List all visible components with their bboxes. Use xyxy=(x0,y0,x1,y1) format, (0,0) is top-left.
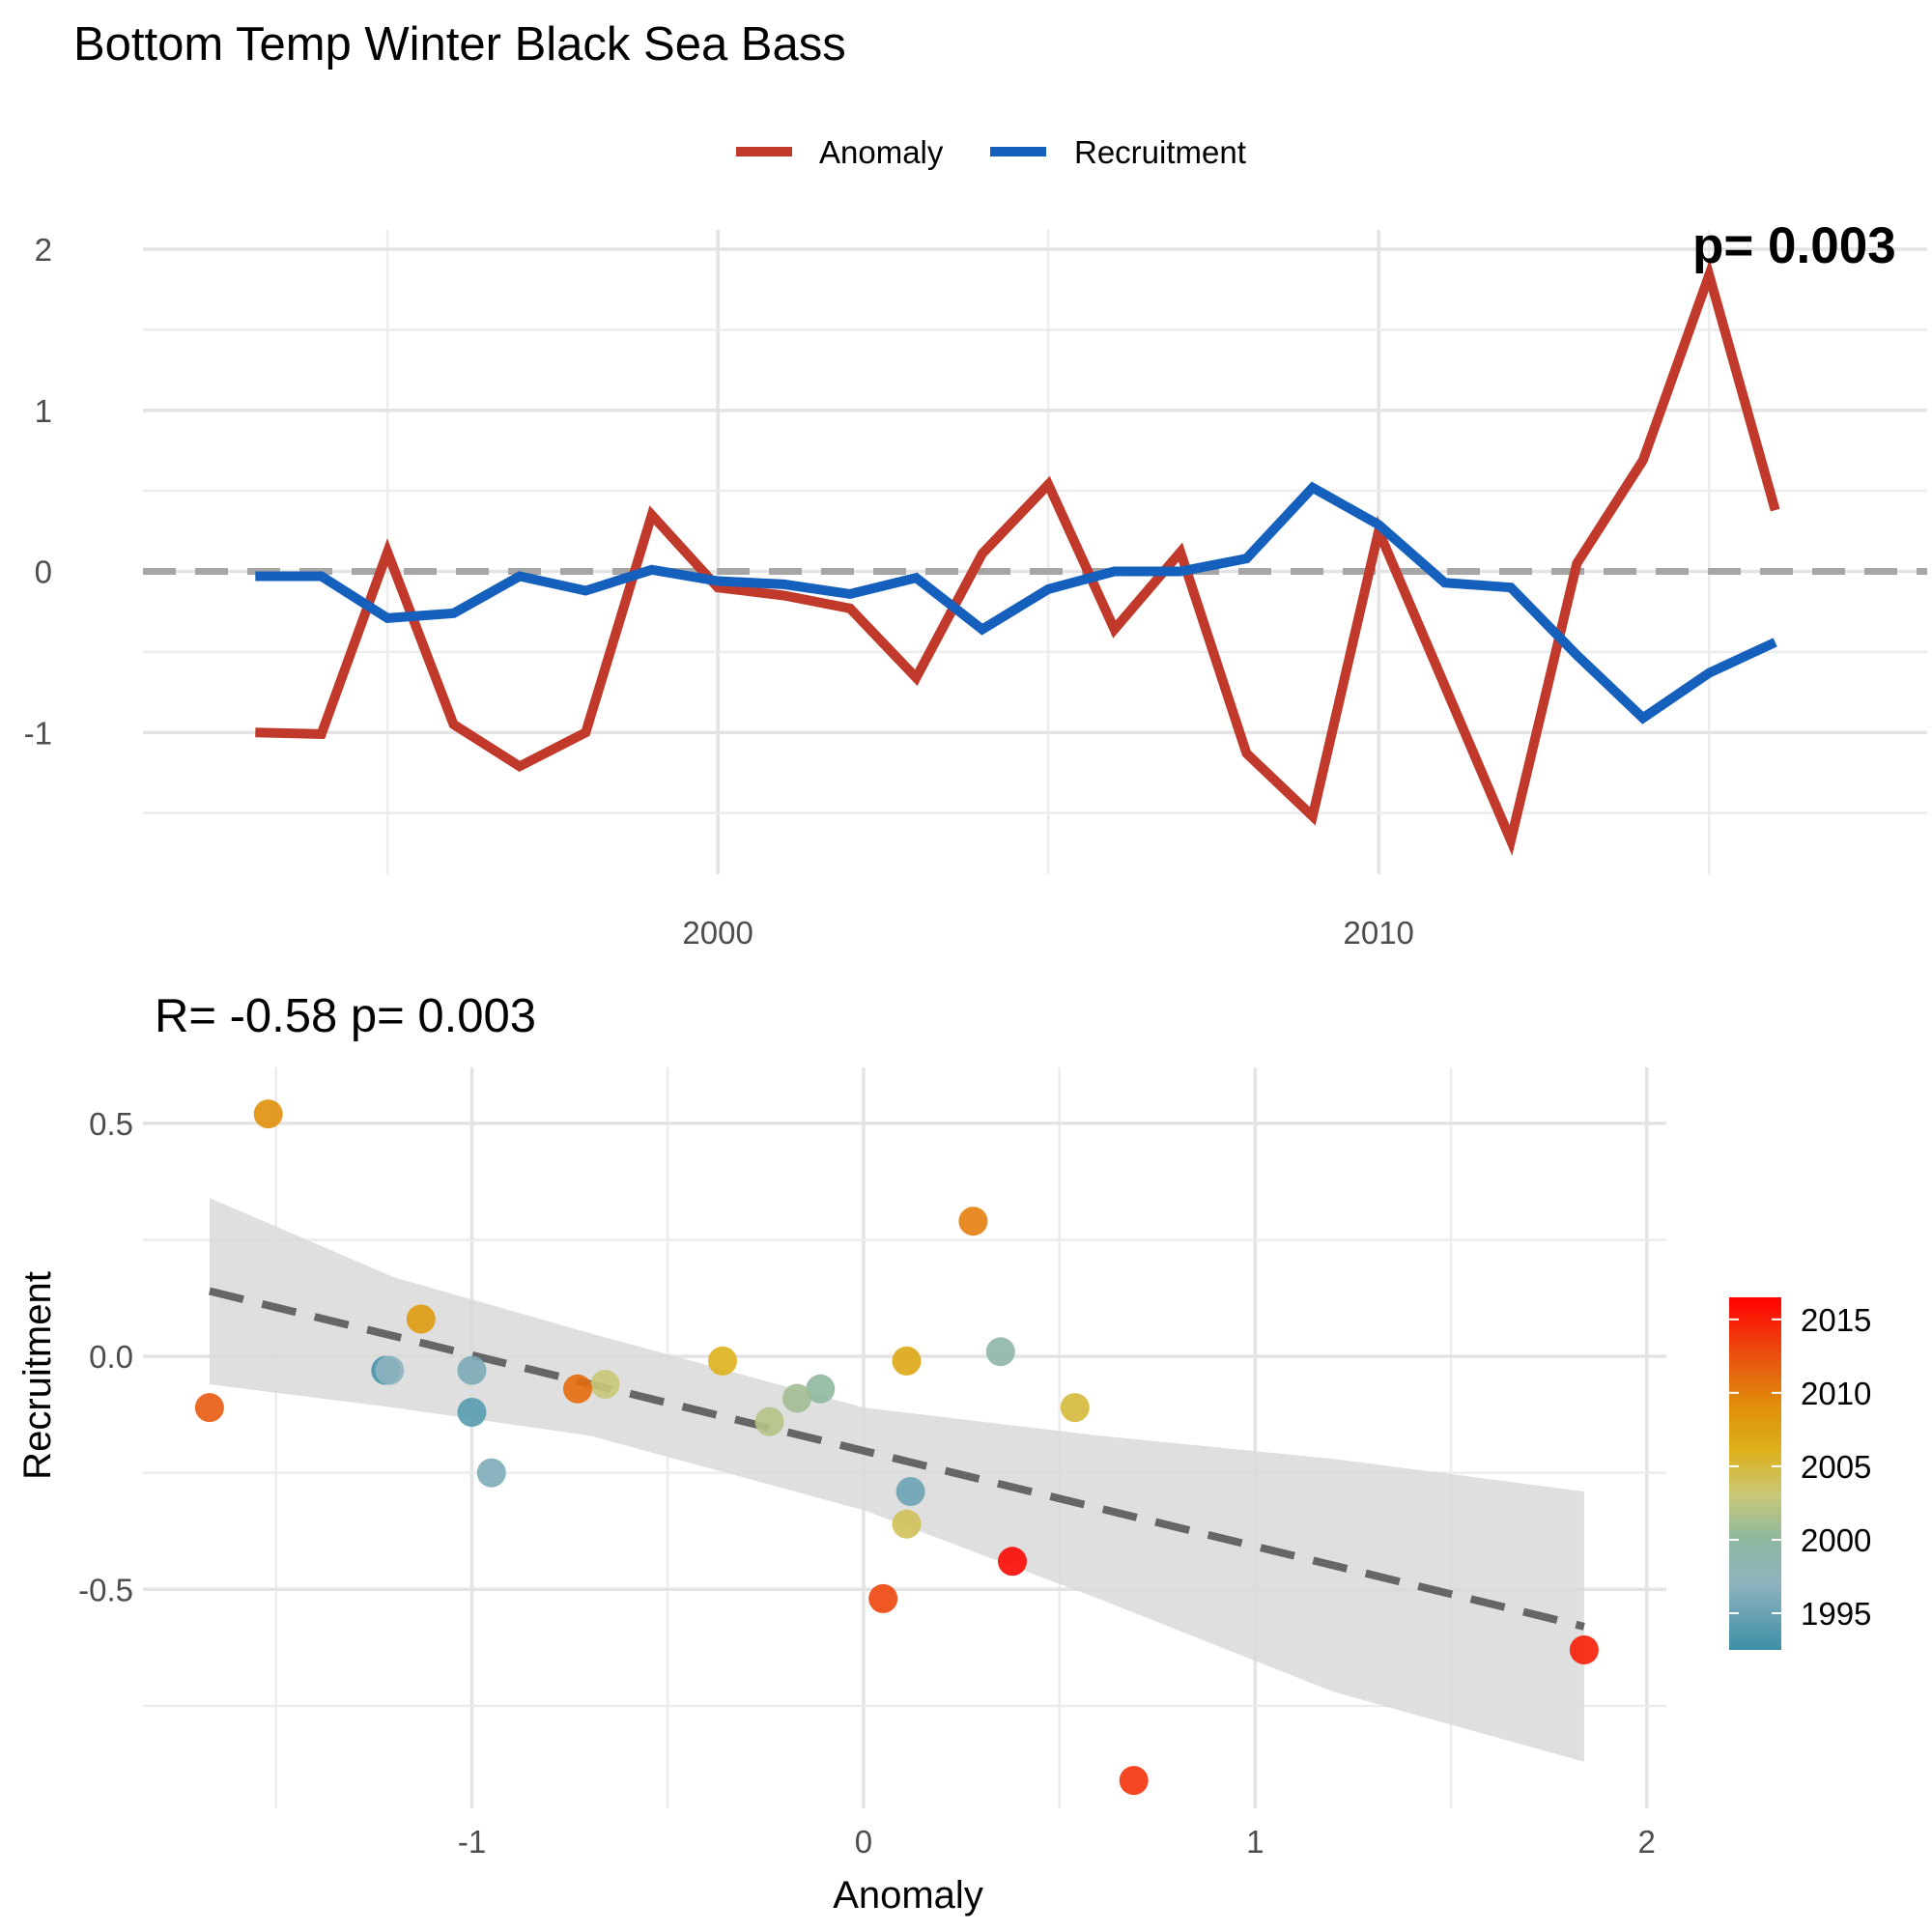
scatter-point xyxy=(476,1458,506,1488)
x-tick-label: 0 xyxy=(855,1824,872,1860)
line-legend: Anomaly Recruitment xyxy=(736,134,1246,170)
scatter-points xyxy=(194,1099,1599,1796)
scatter-point xyxy=(1119,1766,1149,1796)
scatter-point xyxy=(782,1383,811,1413)
line-plot-x-ticks: 2000 2010 xyxy=(682,915,1413,951)
scatter-point xyxy=(194,1393,224,1423)
scatter-point xyxy=(563,1374,592,1404)
colorbar-ticks: 2015 2010 2005 2000 1995 xyxy=(1729,1302,1871,1632)
x-tick-label: -1 xyxy=(458,1824,486,1860)
scatter-point xyxy=(457,1398,487,1427)
scatter-point xyxy=(253,1099,283,1129)
corner-stat-label: p= 0.003 xyxy=(1692,217,1896,274)
y-tick-label: 0 xyxy=(35,554,52,590)
y-axis-title: Recruitment xyxy=(16,1271,59,1480)
confidence-band xyxy=(209,1198,1584,1762)
scatter-subtitle: R= -0.58 p= 0.003 xyxy=(155,990,536,1042)
scatter-plot-y-ticks: 0.5 0.0 -0.5 xyxy=(78,1106,133,1607)
scatter-point xyxy=(590,1370,620,1399)
chart-title: Bottom Temp Winter Black Sea Bass xyxy=(73,18,846,71)
scatter-point xyxy=(754,1406,784,1436)
scatter-point xyxy=(1569,1635,1599,1664)
scatter-plot-x-ticks: -1 0 1 2 xyxy=(458,1824,1656,1860)
legend-label-anomaly: Anomaly xyxy=(819,134,944,170)
y-tick-label: 1 xyxy=(35,393,52,429)
line-plot-y-ticks: 2 1 0 -1 xyxy=(24,232,52,751)
scatter-point xyxy=(985,1337,1015,1367)
colorbar-gradient xyxy=(1729,1297,1781,1650)
y-tick-label: 0.5 xyxy=(89,1106,133,1142)
year-colorbar: 2015 2010 2005 2000 1995 xyxy=(1729,1297,1871,1650)
scatter-point xyxy=(708,1346,737,1376)
scatter-point xyxy=(457,1355,487,1385)
line-plot-panel: 2 1 0 -1 2000 2010 p= 0.003 xyxy=(24,217,1927,951)
scatter-point xyxy=(806,1374,836,1404)
scatter-point xyxy=(998,1547,1027,1577)
colorbar-tick-label: 2015 xyxy=(1801,1302,1871,1338)
colorbar-tick-label: 2010 xyxy=(1801,1376,1871,1411)
x-tick-label: 1 xyxy=(1246,1824,1264,1860)
scatter-point xyxy=(1060,1393,1090,1423)
scatter-point xyxy=(375,1355,405,1385)
y-tick-label: -0.5 xyxy=(78,1572,133,1607)
scatter-point xyxy=(868,1583,898,1613)
y-tick-label: -1 xyxy=(24,715,52,751)
y-tick-label: 0.0 xyxy=(89,1339,133,1375)
colorbar-tick-label: 1995 xyxy=(1801,1596,1871,1632)
x-tick-label: 2000 xyxy=(682,915,753,951)
scatter-plot-panel: 0.5 0.0 -0.5 -1 0 1 2 xyxy=(78,1067,1666,1860)
colorbar-tick-label: 2000 xyxy=(1801,1522,1871,1558)
x-axis-title: Anomaly xyxy=(833,1874,983,1917)
legend-label-recruitment: Recruitment xyxy=(1074,134,1246,170)
scatter-point xyxy=(895,1477,925,1506)
anomaly-series-line xyxy=(255,259,1780,856)
line-plot-grid xyxy=(143,230,1927,874)
regression-trend-line xyxy=(208,1287,1585,1631)
recruitment-series-line xyxy=(255,481,1777,724)
scatter-point xyxy=(892,1346,922,1376)
x-tick-label: 2010 xyxy=(1344,915,1414,951)
x-tick-label: 2 xyxy=(1638,1824,1656,1860)
scatter-point xyxy=(406,1304,436,1334)
y-tick-label: 2 xyxy=(35,232,52,268)
colorbar-tick-label: 2005 xyxy=(1801,1449,1871,1485)
scatter-point xyxy=(958,1207,988,1236)
scatter-point xyxy=(892,1509,922,1539)
